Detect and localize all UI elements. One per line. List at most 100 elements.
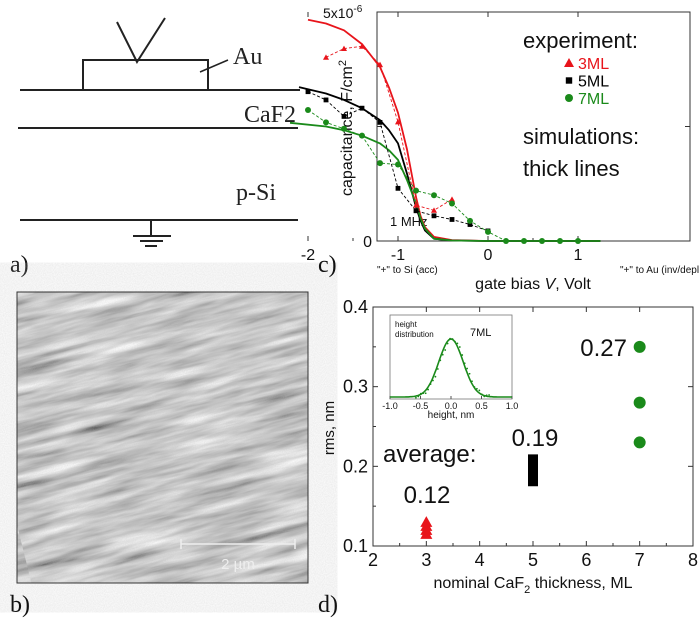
inset-data-point xyxy=(468,372,471,375)
average-value-5ML: 0.19 xyxy=(512,425,559,452)
inset-x-axis-label: height, nm xyxy=(428,410,475,421)
inset-data-point xyxy=(471,380,473,383)
inset-data-point xyxy=(454,340,456,343)
data-point-7ML xyxy=(633,396,646,409)
data-point-3ML xyxy=(431,207,437,213)
inset-x-tick-label: -1.0 xyxy=(382,401,398,411)
x-tick-label: -2 xyxy=(301,247,315,264)
data-point-7ML xyxy=(323,119,329,126)
inset-data-point xyxy=(449,337,451,340)
inset-gaussian-fit xyxy=(390,338,512,398)
inset-title-line-1: height xyxy=(395,320,418,329)
inset-data-point xyxy=(422,392,425,395)
inset-data-point xyxy=(456,342,459,345)
x-axis-label-part: thickness, ML xyxy=(530,575,632,592)
inset-data-point xyxy=(427,388,429,391)
y-tick-label: 0.2 xyxy=(343,456,368,476)
x-tick-label: 7 xyxy=(635,550,645,570)
data-point-7ML xyxy=(633,436,646,449)
inset-tag: 7ML xyxy=(470,327,491,339)
afm-frame xyxy=(16,291,309,584)
inset-data-point xyxy=(419,392,422,395)
data-point-7ML xyxy=(485,228,491,235)
afm-image xyxy=(17,292,308,583)
inset-data-point xyxy=(483,395,486,398)
average-value-3ML: 0.12 xyxy=(404,482,451,509)
data-point-7ML xyxy=(503,238,509,244)
y-tick-label-top: 5x10-6 xyxy=(323,4,363,21)
simulation-line-7ML xyxy=(289,121,601,242)
legend-label-5ML: 5ML xyxy=(578,74,609,91)
y-axis-label-sup: 2 xyxy=(337,60,349,66)
inset-title-line-2: distribution xyxy=(395,330,434,339)
data-point-7ML xyxy=(431,192,437,199)
layer-label-caf2: CaF2 xyxy=(244,102,296,128)
scale-bar xyxy=(180,539,296,549)
ground-icon xyxy=(133,220,171,247)
legend-marker-5ML xyxy=(565,77,573,84)
panel-label-c: c) xyxy=(318,252,337,278)
data-point-5ML xyxy=(377,119,383,125)
data-point-5ML xyxy=(413,208,419,214)
x-axis-label: gate bias V, Volt xyxy=(475,276,591,293)
panel-label-b: b) xyxy=(10,592,30,618)
legend-label-3ML: 3ML xyxy=(578,56,609,73)
inset-x-tick-label: 1.0 xyxy=(506,401,519,411)
data-point-5ML xyxy=(323,97,329,103)
x-tick-label: 0 xyxy=(484,247,493,264)
panel-label-a: a) xyxy=(10,252,29,278)
y-tick-label: 0.1 xyxy=(343,536,368,556)
legend-label-7ML: 7ML xyxy=(578,91,609,108)
x-axis-label-part: nominal CaF xyxy=(433,575,524,592)
y-tick-label-zero: 0 xyxy=(363,234,372,251)
x-axis-label-part: 2 xyxy=(524,584,530,596)
data-range-bar-5ML xyxy=(528,454,538,487)
y-tick-label: 0.4 xyxy=(343,297,368,317)
data-point-5ML xyxy=(431,213,437,219)
data-point-5ML xyxy=(395,185,401,191)
data-point-7ML xyxy=(305,107,311,114)
x-tick-label: 5 xyxy=(528,550,538,570)
data-point-3ML xyxy=(449,196,455,202)
inset-data-point xyxy=(432,379,434,382)
inset-data-point xyxy=(458,346,461,348)
inset-data-point xyxy=(485,394,488,397)
scale-bar-label: 2 µm xyxy=(221,556,255,573)
inset-x-tick-label: 0.0 xyxy=(445,401,458,411)
inset-data-point xyxy=(439,359,442,362)
layer-label-psi: p-Si xyxy=(236,180,276,206)
data-point-3ML xyxy=(341,45,347,52)
inset-data-point xyxy=(466,367,469,370)
x-axis-label-part: V xyxy=(545,276,557,293)
x-tick-label: 6 xyxy=(581,550,591,570)
legend-marker-3ML xyxy=(564,58,574,67)
x-tick-label: -1 xyxy=(391,247,405,264)
inset-data-point xyxy=(473,386,476,388)
au-leader-line xyxy=(199,59,229,73)
data-point-7ML xyxy=(359,132,365,139)
probe-tip-icon xyxy=(116,17,166,65)
panel-a-schematic xyxy=(18,17,300,247)
frequency-label: 1 MHz xyxy=(390,214,428,229)
x-tick-label: 8 xyxy=(688,550,698,570)
inset-data-point xyxy=(436,368,439,370)
legend-marker-7ML xyxy=(565,94,573,102)
x-tick-label: 1 xyxy=(574,247,583,264)
data-point-3ML xyxy=(359,43,365,49)
data-point-3ML xyxy=(323,54,329,60)
inset-data-point xyxy=(434,375,437,378)
legend-title: experiment: xyxy=(523,28,638,53)
data-point-3ML xyxy=(377,61,383,68)
data-point-3ML xyxy=(420,516,433,527)
panel-label-d: d) xyxy=(318,592,338,618)
data-point-7ML xyxy=(521,238,527,244)
inset-data-point xyxy=(444,349,447,351)
inset-frame xyxy=(389,314,513,400)
data-point-7ML xyxy=(539,238,545,244)
x-axis-label-part: , Volt xyxy=(555,276,591,293)
simulations-note: simulations: xyxy=(523,124,639,149)
data-point-7ML xyxy=(449,200,455,207)
inset-x-tick-label: -0.5 xyxy=(413,401,429,411)
